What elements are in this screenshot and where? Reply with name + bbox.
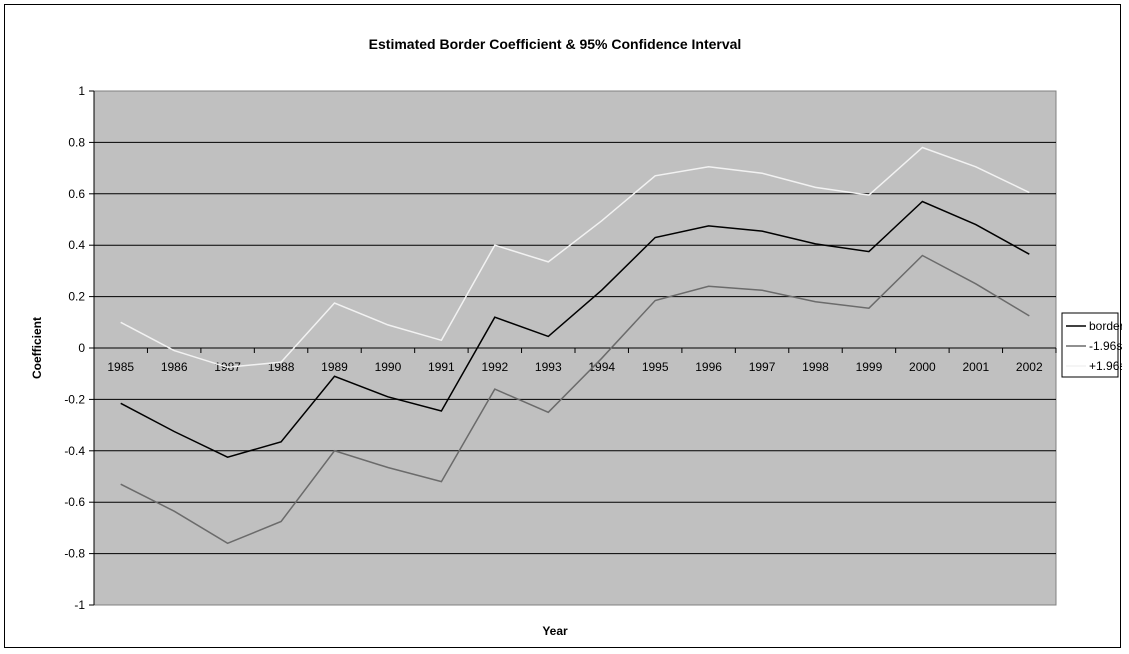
line-chart: Estimated Border Coefficient & 95% Confi… (30, 36, 1122, 638)
x-tick-label: 2002 (1016, 360, 1043, 374)
y-tick-label: 0.4 (68, 238, 85, 252)
x-tick-label: 1985 (107, 360, 134, 374)
legend-label: -1.96se (1089, 339, 1122, 353)
x-tick-label: 1994 (588, 360, 615, 374)
x-tick-label: 1999 (856, 360, 883, 374)
x-tick-label: 1997 (749, 360, 776, 374)
x-tick-label: 1992 (481, 360, 508, 374)
y-tick-label: -0.8 (64, 547, 85, 561)
x-tick-label: 1996 (695, 360, 722, 374)
y-tick-label: 0.8 (68, 135, 85, 149)
x-tick-label: 1989 (321, 360, 348, 374)
x-tick-label: 1998 (802, 360, 829, 374)
y-axis: -1 -0.8 -0.6 -0.4 -0.2 0 0.2 0.4 0.6 0.8 1 (64, 84, 95, 612)
x-tick-label: 1993 (535, 360, 562, 374)
x-tick-label: 1991 (428, 360, 455, 374)
series-line-border (120, 200, 1030, 458)
y-tick-label: 0.6 (68, 187, 85, 201)
grid-lines (94, 141, 1056, 555)
legend: border -1.96se +1.96se (1061, 312, 1122, 378)
chart-frame: Estimated Border Coefficient & 95% Confi… (4, 4, 1122, 648)
y-tick-label: -0.6 (64, 495, 85, 509)
x-tick-label: 1988 (268, 360, 295, 374)
x-tick-label: 1986 (161, 360, 188, 374)
series-lines (120, 146, 1030, 545)
x-tick-label: 1995 (642, 360, 669, 374)
series-line-1-96se (120, 254, 1030, 545)
legend-label: +1.96se (1089, 359, 1122, 373)
chart-title: Estimated Border Coefficient & 95% Confi… (369, 36, 742, 52)
y-tick-label: -0.2 (64, 392, 85, 406)
x-tick-label: 1990 (375, 360, 402, 374)
y-tick-label: 0 (78, 341, 85, 355)
legend-label: border (1089, 319, 1122, 333)
x-tick-label: 2000 (909, 360, 936, 374)
y-tick-label: 1 (78, 84, 85, 98)
series-line-1-96se (120, 146, 1030, 369)
y-tick-label: -0.4 (64, 444, 85, 458)
x-axis-title: Year (542, 624, 568, 638)
y-axis-title: Coefficient (30, 317, 44, 379)
y-tick-label: 0.2 (68, 290, 85, 304)
y-tick-label: -1 (74, 598, 85, 612)
x-axis: 1985 1986 1987 1988 1989 1990 1991 1992 1993 1994… (93, 347, 1057, 374)
x-tick-label: 2001 (962, 360, 989, 374)
